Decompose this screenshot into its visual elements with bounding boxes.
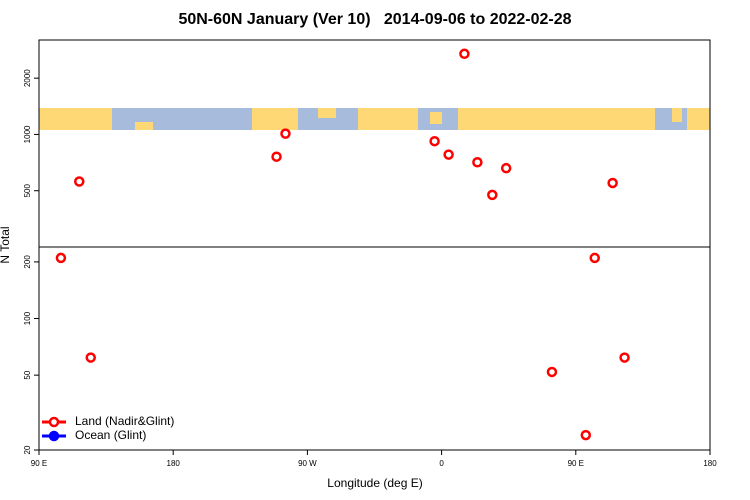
y-tick-label: 500	[23, 184, 32, 198]
data-point	[589, 252, 600, 264]
data-point	[619, 352, 630, 363]
y-tick-label: 2000	[23, 69, 32, 87]
data-point	[500, 162, 512, 174]
data-point	[443, 149, 454, 160]
data-point	[487, 189, 498, 201]
data-point	[74, 176, 85, 187]
x-axis-label: Longitude (deg E)	[327, 476, 422, 490]
map-strip	[39, 108, 710, 130]
x-tick-label: 90 E	[568, 459, 584, 468]
x-tick-label: 90 E	[31, 459, 47, 468]
data-point	[271, 151, 282, 162]
data-point	[459, 48, 470, 60]
data-point	[280, 128, 291, 139]
data-point	[580, 429, 592, 441]
legend-label: Land (Nadir&Glint)	[75, 414, 174, 428]
data-point	[55, 252, 67, 264]
data-point	[472, 156, 483, 168]
legend-label: Ocean (Glint)	[75, 428, 146, 442]
y-tick-label: 50	[23, 370, 32, 379]
x-tick-label: 180	[703, 459, 717, 468]
plot-frame	[38, 39, 711, 451]
y-axis-label: N Total	[0, 226, 12, 263]
y-tick-label: 1000	[23, 125, 32, 143]
legend-marker	[48, 430, 60, 442]
chart-title: 50N-60N January (Ver 10) 2014-09-06 to 2…	[178, 11, 571, 28]
y-tick-label: 20	[23, 445, 32, 454]
data-point	[607, 177, 618, 189]
y-tick-label: 200	[23, 255, 32, 269]
legend-marker	[48, 416, 60, 428]
x-tick-label: 0	[439, 459, 444, 468]
x-tick-label: 180	[167, 459, 181, 468]
y-tick-label: 100	[23, 311, 32, 325]
data-point	[85, 352, 96, 363]
data-point	[429, 135, 440, 147]
x-tick-label: 90 W	[298, 459, 317, 468]
data-point	[546, 366, 558, 378]
